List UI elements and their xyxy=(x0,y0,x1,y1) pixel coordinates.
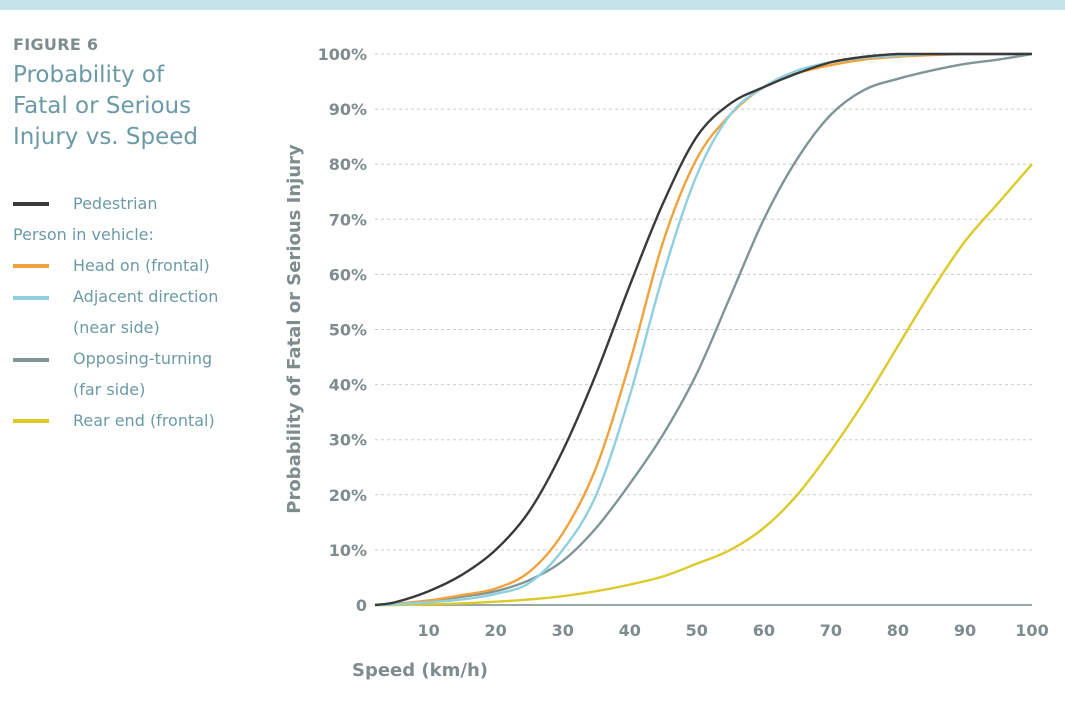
series-line-rear-end xyxy=(375,163,1033,607)
y-tick-label: 90% xyxy=(329,100,367,119)
x-tick-label: 30 xyxy=(552,621,574,640)
x-tick-label: 100 xyxy=(1015,621,1048,640)
y-tick-label: 100% xyxy=(318,45,367,64)
y-tick-label: 30% xyxy=(329,431,367,450)
figure-title-line: Fatal or Serious xyxy=(13,93,192,119)
top-color-band xyxy=(0,0,1065,10)
x-tick-label: 20 xyxy=(485,621,507,640)
legend-item-head-on: Head on (frontal) xyxy=(13,250,263,281)
legend-label-adjacent: Adjacent direction (near side) xyxy=(73,281,218,343)
x-tick-label: 40 xyxy=(619,621,641,640)
legend-label-pedestrian: Pedestrian xyxy=(73,194,158,213)
legend-swatch-head-on xyxy=(13,264,49,268)
series-layer xyxy=(374,52,1033,607)
chart-legend: Pedestrian Person in vehicle: Head on (f… xyxy=(13,188,263,436)
legend-label-rear-end: Rear end (frontal) xyxy=(73,411,215,430)
x-tick-label: 70 xyxy=(820,621,842,640)
legend-item-rear-end: Rear end (frontal) xyxy=(13,405,263,436)
y-tick-label: 50% xyxy=(329,321,367,340)
x-tick-label: 80 xyxy=(887,621,909,640)
legend-item-adjacent: Adjacent direction (near side) xyxy=(13,281,263,343)
x-tick-label: 10 xyxy=(417,621,439,640)
legend-item-pedestrian: Pedestrian xyxy=(13,188,263,219)
y-tick-labels: 0 10% 20% 30% 40% 50% 60% 70% 80% 90% 100% xyxy=(318,45,367,615)
y-tick-label: 20% xyxy=(329,486,367,505)
figure-title-line: Injury vs. Speed xyxy=(13,124,199,150)
legend-label-opposing: Opposing-turning (far side) xyxy=(73,343,212,405)
x-axis-label: Speed (km/h) xyxy=(352,660,488,681)
x-tick-labels: 10 20 30 40 50 60 70 80 90 100 xyxy=(417,621,1048,640)
legend-label-adjacent-line2: (near side) xyxy=(73,318,160,337)
legend-label-head-on: Head on (frontal) xyxy=(73,256,210,275)
figure-title: Probability of Fatal or Serious Injury v… xyxy=(13,60,253,153)
series-line-pedestrian xyxy=(374,52,1032,607)
legend-swatch-adjacent xyxy=(13,296,49,300)
figure-title-line: Probability of xyxy=(13,62,165,88)
x-tick-label: 90 xyxy=(954,621,976,640)
y-tick-label: 60% xyxy=(329,265,367,284)
legend-swatch-opposing xyxy=(13,358,49,362)
legend-swatch-pedestrian xyxy=(13,202,49,206)
y-tick-label: 70% xyxy=(329,210,367,229)
y-tick-label: 80% xyxy=(329,155,367,174)
x-tick-label: 50 xyxy=(686,621,708,640)
figure-label: FIGURE 6 xyxy=(13,35,99,54)
legend-group-text: Person in vehicle: xyxy=(13,225,154,244)
x-tick-label: 60 xyxy=(753,621,775,640)
legend-group-label: Person in vehicle: xyxy=(13,219,263,250)
legend-swatch-rear-end xyxy=(13,419,49,423)
grid-layer xyxy=(375,53,1032,606)
y-axis-label: Probability of Fatal or Serious Injury xyxy=(284,144,305,514)
legend-label-adjacent-line1: Adjacent direction xyxy=(73,287,219,306)
y-tick-label: 0 xyxy=(356,596,367,615)
legend-label-opposing-line2: (far side) xyxy=(73,380,146,399)
legend-label-opposing-line1: Opposing-turning xyxy=(73,349,213,368)
y-tick-label: 10% xyxy=(329,541,367,560)
y-tick-label: 40% xyxy=(329,376,367,395)
legend-item-opposing: Opposing-turning (far side) xyxy=(13,343,263,405)
series-line-opposing xyxy=(374,52,1033,607)
